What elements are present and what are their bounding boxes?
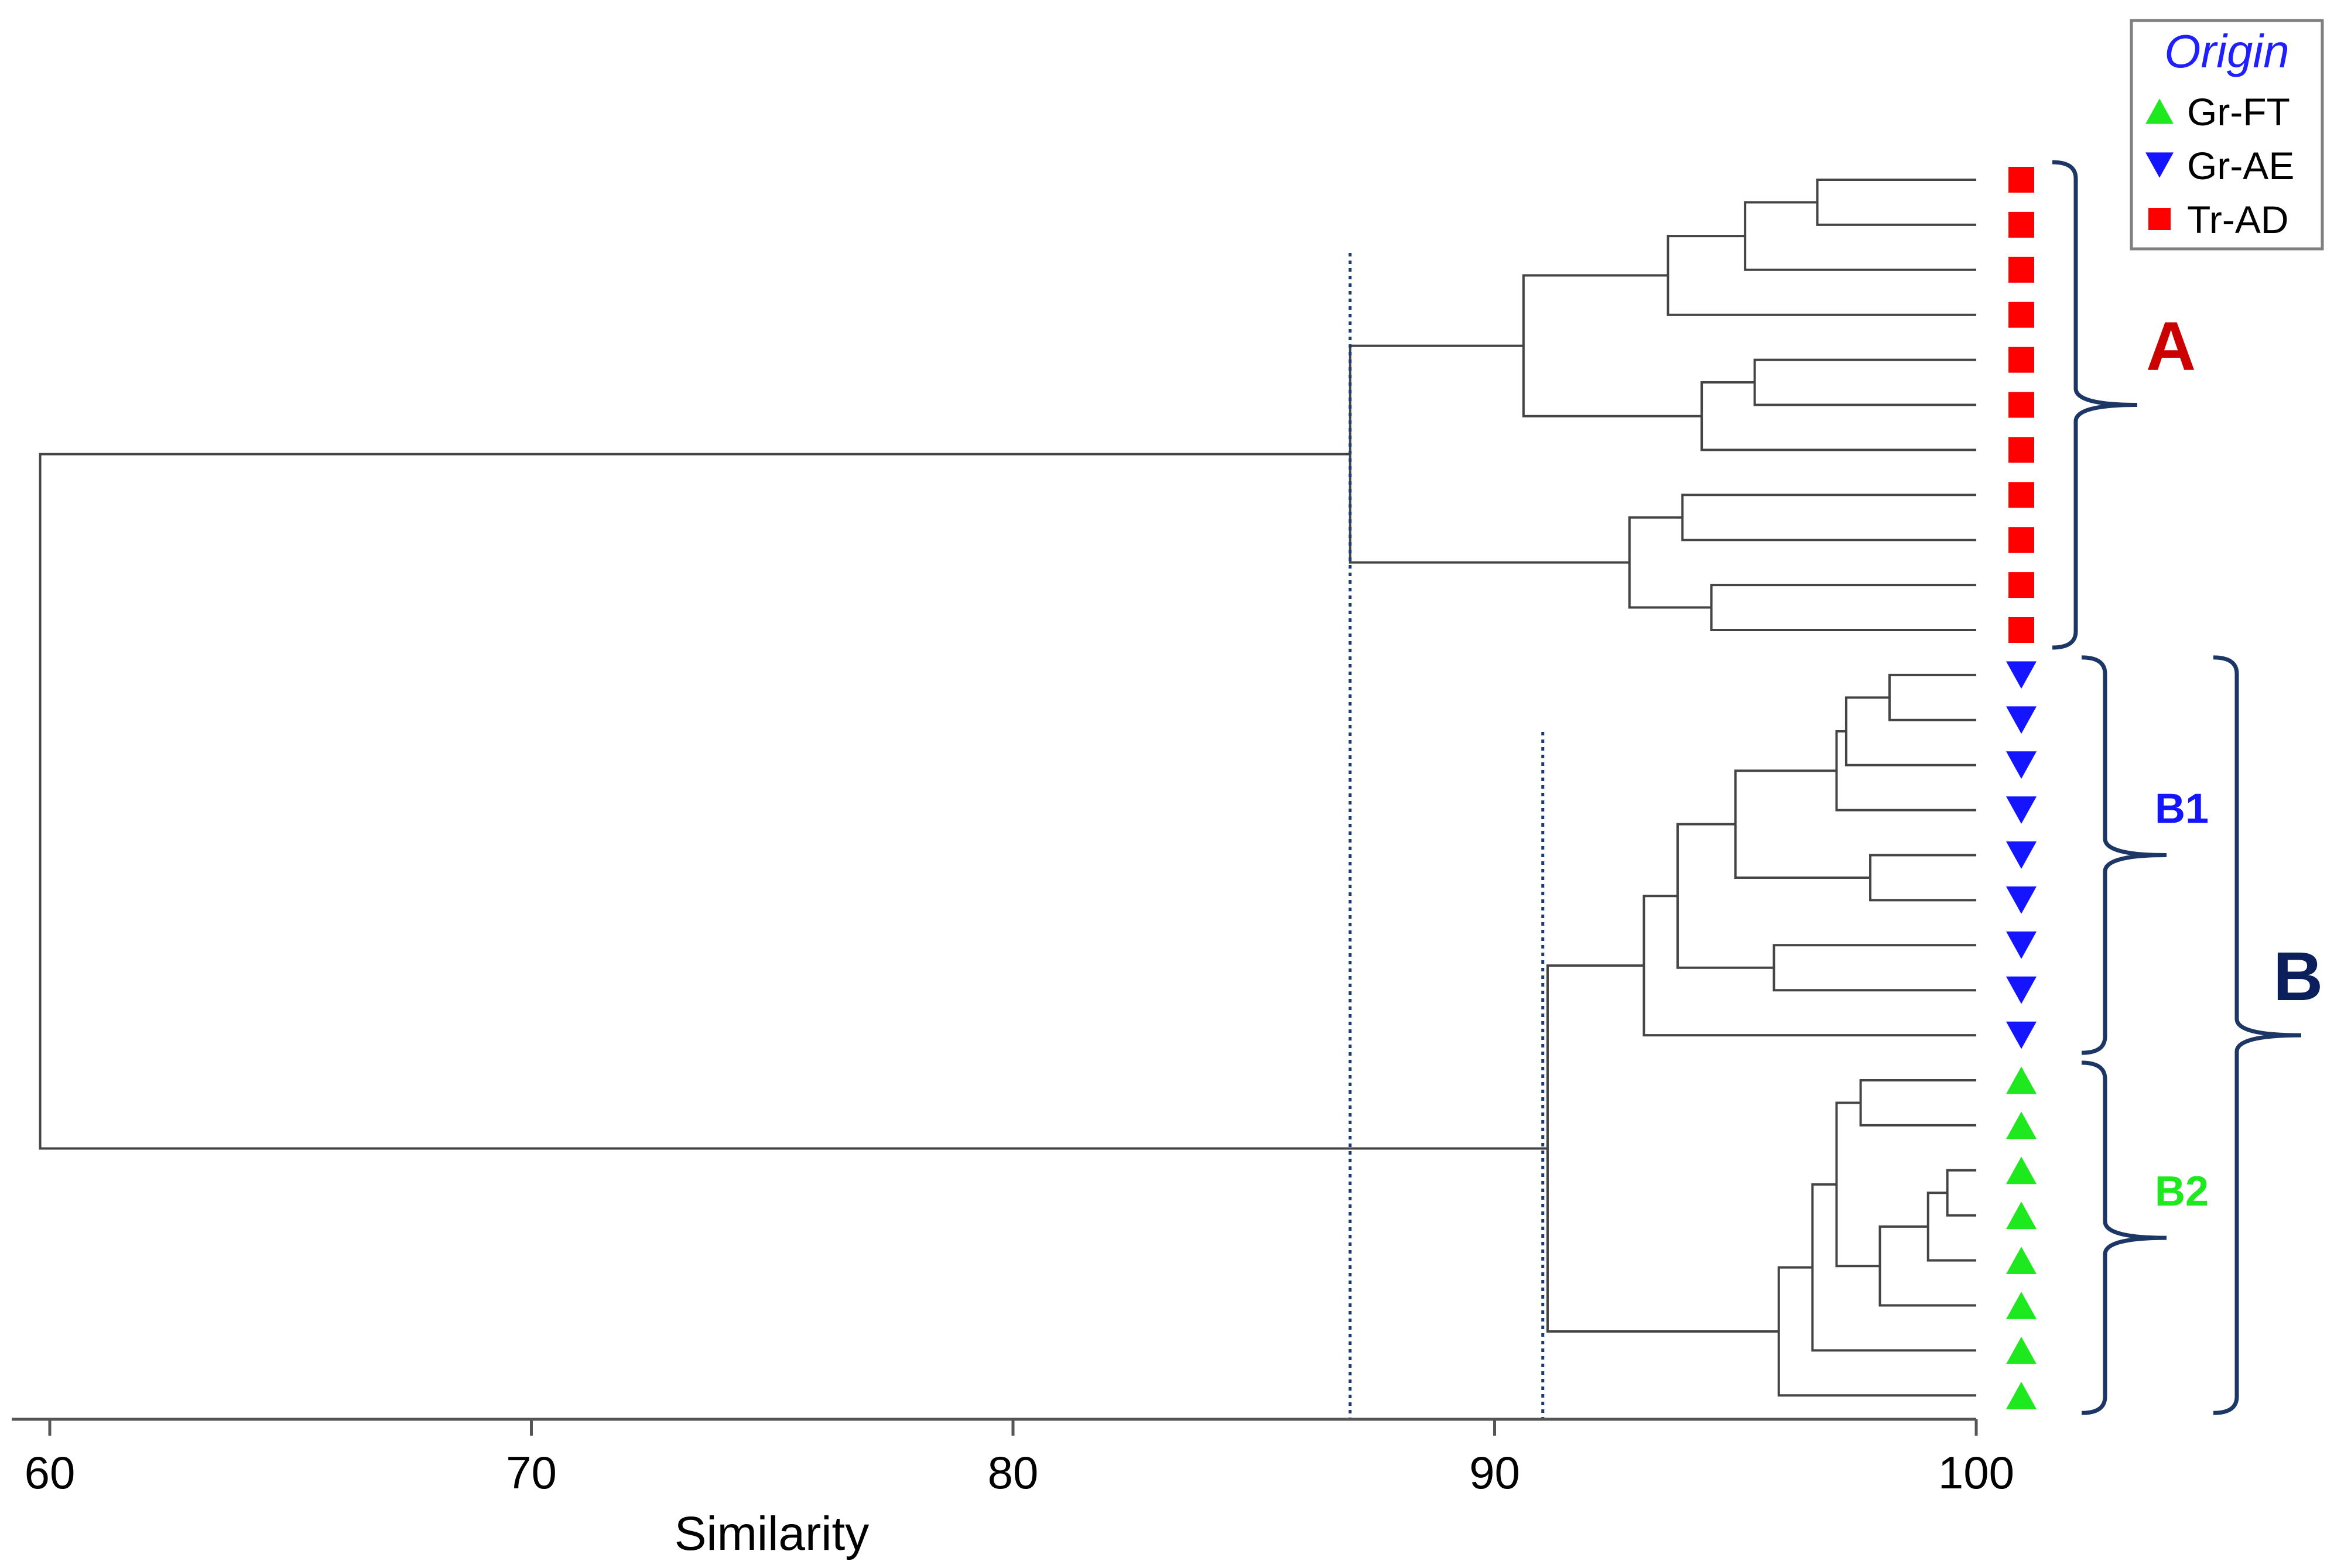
dendrogram-branch	[1676, 823, 1774, 969]
dendrogram-branch	[1734, 769, 1871, 879]
x-tick-label: 100	[1938, 1447, 2014, 1498]
leaf-marker-triangle-up	[2006, 1381, 2037, 1409]
group-label: B2	[2155, 1168, 2209, 1215]
leaf-marker-square	[2148, 208, 2171, 230]
leaf-marker-square	[2008, 392, 2034, 418]
leaf-marker-triangle-down	[2006, 751, 2037, 779]
group-bracket	[2081, 1060, 2167, 1415]
legend-title: Origin	[2164, 25, 2289, 77]
leaf-marker-square	[2008, 256, 2034, 283]
leaf-marker-triangle-up	[2145, 98, 2174, 124]
dendrogram-branch	[1816, 179, 1976, 226]
dendrogram-branch	[1666, 235, 1976, 316]
leaf-marker-triangle-down	[2006, 796, 2037, 824]
group-label: A	[2146, 308, 2196, 385]
dendrogram-branch	[1869, 854, 1976, 902]
group-label: B	[2273, 938, 2323, 1015]
leaf-marker-triangle-down	[2006, 976, 2037, 1004]
dendrogram-branch	[1744, 201, 1976, 271]
dendrogram-branch	[1844, 696, 1976, 766]
legend-entry-label: Tr-AD	[2187, 198, 2289, 241]
dendrogram-branch	[1772, 944, 1976, 992]
group-brackets: A B1 B2 B	[2052, 160, 2323, 1415]
leaf-marker-triangle-down	[2006, 1021, 2037, 1049]
dendrogram-branch	[1888, 673, 1976, 721]
leaf-marker-triangle-down	[2006, 931, 2037, 959]
dendrogram-branch	[1753, 358, 1976, 406]
dendrogram-branch	[1777, 1266, 1976, 1397]
leaf-marker-square	[2008, 527, 2034, 553]
leaf-marker-triangle-down	[2006, 661, 2037, 689]
dendrogram-branch	[1349, 344, 1630, 564]
leaf-marker-square	[2008, 617, 2034, 643]
leaf-marker-triangle-up	[2006, 1156, 2037, 1184]
leaf-marker-triangle-up	[2006, 1247, 2037, 1274]
leaf-markers	[2006, 167, 2037, 1409]
x-tick-label: 80	[988, 1447, 1039, 1498]
leaf-marker-triangle-up	[2006, 1111, 2037, 1139]
dendrogram-branch	[39, 453, 1548, 1150]
x-axis-title: Similarity	[675, 1507, 870, 1560]
dendrogram-branch	[1700, 381, 1976, 451]
dendrogram-branch	[1681, 494, 1976, 542]
group-bracket	[2052, 160, 2138, 650]
dendrogram-branch	[1546, 964, 1779, 1333]
dendrogram-branch	[1628, 516, 1712, 609]
leaf-marker-triangle-up	[2006, 1337, 2037, 1364]
dendrogram-branch	[1710, 584, 1976, 631]
legend: Origin Gr-FT Gr-AE Tr-AD	[2130, 19, 2324, 251]
leaf-marker-triangle-down	[2006, 706, 2037, 734]
cutoff-lines	[1349, 253, 1545, 1419]
legend-entry-label: Gr-AE	[2187, 144, 2294, 187]
leaf-marker-square	[2008, 482, 2034, 508]
dendrogram-branch	[1859, 1079, 1976, 1127]
leaf-marker-triangle-down	[2006, 886, 2037, 914]
leaf-marker-triangle-up	[2006, 1066, 2037, 1094]
x-tick-label: 60	[25, 1447, 76, 1498]
x-tick-label: 90	[1469, 1447, 1520, 1498]
leaf-marker-square	[2008, 347, 2034, 373]
leaf-marker-square	[2008, 167, 2034, 193]
dendrogram-branch	[1835, 1101, 1880, 1268]
dendrogram-branch	[1946, 1169, 1976, 1217]
dendrogram-branches	[39, 179, 1976, 1397]
group-bracket	[2213, 655, 2302, 1415]
dendrogram-branch	[1926, 1192, 1976, 1262]
leaf-marker-triangle-up	[2006, 1201, 2037, 1230]
dendrogram-branch	[1522, 274, 1702, 417]
group-label: B1	[2155, 786, 2209, 833]
leaf-marker-triangle-down	[2006, 841, 2037, 869]
dendrogram-branch	[1835, 730, 1976, 812]
x-axis: 60 70 80 90 100 Similarity	[12, 1418, 2014, 1560]
leaf-marker-triangle-down	[2145, 152, 2174, 178]
leaf-marker-square	[2008, 211, 2034, 238]
x-tick-label: 70	[506, 1447, 557, 1498]
leaf-marker-square	[2008, 437, 2034, 463]
leaf-marker-square	[2008, 302, 2034, 328]
leaf-marker-triangle-up	[2006, 1292, 2037, 1319]
legend-entry-label: Gr-FT	[2187, 90, 2290, 133]
leaf-marker-square	[2008, 572, 2034, 598]
dendrogram-branch	[1642, 895, 1976, 1037]
group-bracket	[2081, 655, 2167, 1055]
